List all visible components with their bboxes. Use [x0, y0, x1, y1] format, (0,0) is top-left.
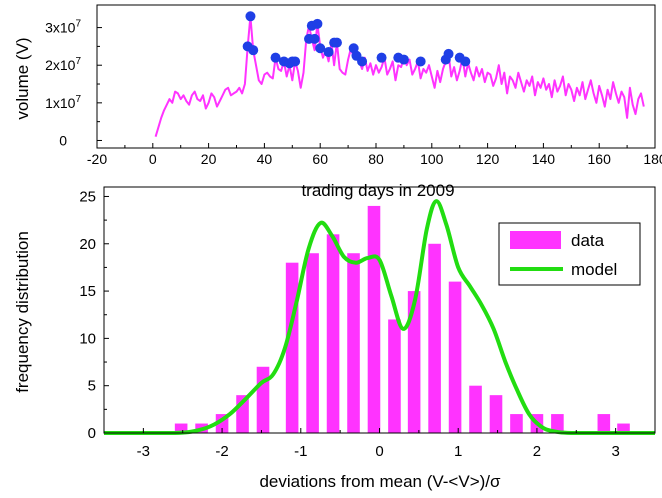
distribution-bar	[174, 423, 188, 433]
distribution-bar	[388, 319, 401, 433]
volume-marker-point	[357, 56, 368, 67]
distribution-x-tick-label: -3	[137, 443, 150, 460]
volume-marker-point	[248, 45, 259, 56]
volume-y-tick-label: 3x107	[45, 19, 81, 36]
distribution-y-axis: 0 5 10 15 20 25	[79, 188, 109, 442]
volume-marker-point	[315, 43, 326, 54]
distribution-x-tick-label: 1	[454, 443, 462, 460]
volume-line	[154, 15, 645, 137]
distribution-bar	[285, 262, 299, 433]
volume-marker-series	[242, 11, 471, 69]
distribution-bar	[367, 205, 381, 433]
volume-x-tick-label: 60	[312, 151, 328, 167]
volume-x-tick-label: 160	[588, 151, 612, 167]
volume-marker-point	[270, 52, 281, 63]
distribution-bar	[489, 395, 503, 433]
legend-label-data: data	[571, 231, 605, 250]
volume-marker-point	[331, 37, 342, 48]
volume-marker-point	[245, 11, 256, 22]
volume-x-tick-label: 40	[257, 151, 273, 167]
distribution-y-tick-label: 20	[79, 236, 96, 253]
volume-x-tick-label: 80	[368, 151, 384, 167]
distribution-x-axis: -3 -2 -1 0 1 2 3	[103, 428, 656, 460]
volume-marker-point	[460, 56, 471, 67]
volume-chart: -20 0 20 40 60 80 100 120 140 160 180 0 1x107 2x107 3…	[13, 4, 662, 200]
legend-swatch-data	[510, 231, 561, 249]
distribution-bar	[448, 281, 462, 433]
distribution-y-tick-label: 10	[79, 330, 96, 347]
volume-marker-point	[309, 33, 320, 44]
distribution-y-tick-label: 5	[88, 378, 96, 395]
volume-x-tick-label: 100	[420, 151, 444, 167]
volume-x-tick-label: 20	[201, 151, 217, 167]
distribution-y-tick-label: 0	[88, 425, 96, 442]
volume-x-tick-label: 180	[643, 151, 662, 167]
distribution-x-tick-label: 3	[611, 443, 619, 460]
volume-x-tick-label: 120	[476, 151, 500, 167]
distribution-chart: -3 -2 -1 0 1 2 3 0 5 10 15 20 25 frequency distribu…	[13, 186, 656, 491]
distribution-bar	[326, 234, 340, 433]
distribution-bar	[469, 385, 482, 433]
distribution-x-tick-label: 0	[375, 443, 383, 460]
distribution-bar	[306, 253, 319, 433]
legend-label-model: model	[571, 260, 617, 279]
distribution-x-axis-label: deviations from mean (V-<V>)/σ	[259, 472, 501, 491]
distribution-bar	[428, 243, 441, 433]
volume-y-tick-label: 2x107	[45, 56, 81, 73]
volume-x-axis: -20 0 20 40 60 80 100 120 140 160 180	[87, 143, 662, 167]
distribution-bar	[510, 414, 523, 433]
volume-x-axis-label: trading days in 2009	[301, 181, 454, 200]
volume-marker-point	[415, 56, 426, 67]
volume-x-tick-label: 0	[149, 151, 157, 167]
legend: data model	[498, 222, 641, 286]
distribution-bar	[407, 291, 421, 433]
volume-marker-point	[443, 48, 454, 59]
volume-marker-point	[312, 18, 323, 29]
distribution-bar	[347, 253, 360, 433]
distribution-model-series	[103, 199, 655, 436]
distribution-x-tick-label: -1	[294, 443, 307, 460]
volume-marker-point	[376, 52, 387, 63]
distribution-x-tick-label: 2	[533, 443, 541, 460]
model-curve	[103, 199, 655, 436]
volume-y-tick-label: 0	[59, 132, 67, 148]
volume-marker-point	[290, 56, 301, 67]
distribution-x-tick-label: -2	[215, 443, 228, 460]
volume-plot-frame	[96, 4, 656, 149]
volume-y-axis-label: volume (V)	[13, 37, 32, 119]
volume-line-series	[154, 15, 645, 137]
distribution-bar	[597, 414, 611, 433]
volume-x-tick-label: 140	[532, 151, 556, 167]
distribution-bar	[256, 366, 270, 433]
distribution-y-tick-label: 25	[79, 188, 96, 205]
distribution-bar	[617, 423, 630, 433]
volume-marker-point	[348, 43, 359, 54]
distribution-bar-series	[174, 205, 630, 433]
distribution-y-tick-label: 15	[79, 283, 96, 300]
volume-y-axis: 0 1x107 2x107 3x107	[45, 19, 102, 148]
volume-y-tick-label: 1x107	[45, 94, 81, 111]
volume-marker-point	[323, 47, 334, 58]
distribution-y-axis-label: frequency distribution	[13, 231, 32, 393]
volume-x-tick-label: -20	[87, 151, 107, 167]
distribution-bar	[551, 414, 564, 433]
volume-marker-point	[398, 54, 409, 65]
